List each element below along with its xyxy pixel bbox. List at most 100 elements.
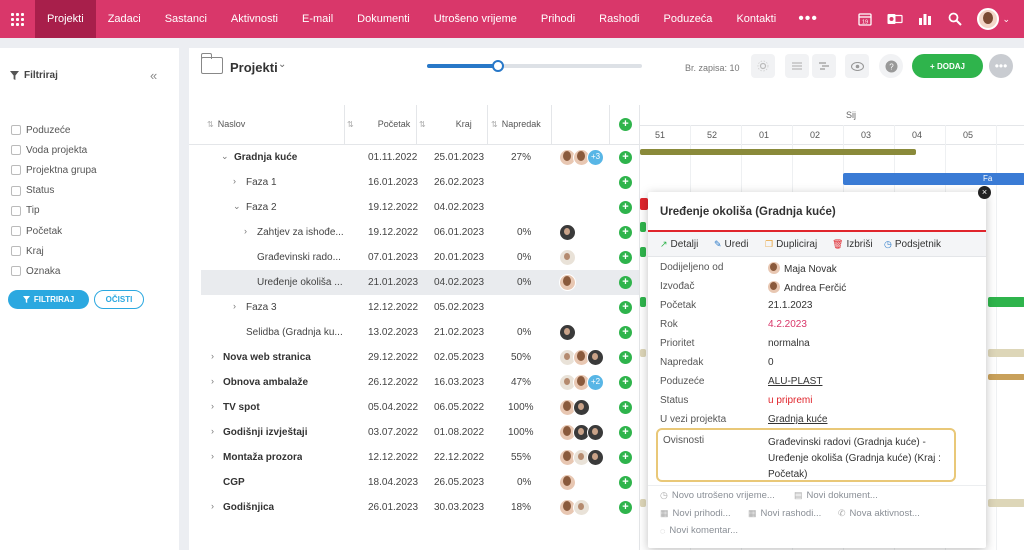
new-comment-button[interactable]: ◌ Novi komentar... — [660, 525, 738, 536]
table-row[interactable]: › Zahtjev za ishođe... 19.12.2022 06.01.… — [201, 220, 639, 245]
new-expense-button[interactable]: ▦ Novi rashodi... — [748, 508, 821, 519]
filter-tip[interactable]: Tip — [11, 201, 97, 221]
add-row-button[interactable]: + — [619, 226, 632, 239]
project-link[interactable]: Gradnja kuće — [768, 414, 828, 425]
add-row-button[interactable]: + — [619, 326, 632, 339]
nav-prihodi[interactable]: Prihodi — [540, 13, 576, 25]
table-row[interactable]: › Nova web stranica 29.12.2022 02.05.202… — [201, 345, 639, 370]
row-name[interactable]: Gradnja kuće — [234, 152, 298, 163]
chevron-down-icon[interactable]: ⌄ — [1002, 13, 1010, 24]
nav-rashodi[interactable]: Rashodi — [599, 13, 640, 25]
chevron-down-icon[interactable]: ⌄ — [221, 151, 229, 161]
table-row[interactable]: › Obnova ambalaže 26.12.2022 16.03.2023 … — [201, 370, 639, 395]
table-row[interactable]: › TV spot 05.04.2022 06.05.2022 100% + — [201, 395, 639, 420]
new-time-entry-button[interactable]: ◷ Novo utrošeno vrijeme... — [660, 490, 775, 501]
chevron-right-icon[interactable]: › — [211, 376, 214, 386]
table-row[interactable]: CGP 18.04.2023 26.05.2023 0% + — [201, 470, 639, 495]
popup-title[interactable]: Uređenje okoliša (Gradnja kuće) — [660, 206, 836, 218]
nav-projekti[interactable]: Projekti — [35, 0, 96, 38]
new-document-button[interactable]: ▤ Novi dokument... — [794, 490, 878, 501]
table-row[interactable]: › Godišnji izvještaji 03.07.2022 01.08.2… — [201, 420, 639, 445]
duplicate-button[interactable]: ❐ Dupliciraj — [765, 239, 817, 250]
checkbox[interactable] — [11, 266, 21, 277]
user-menu[interactable]: ⌄ — [977, 8, 1010, 30]
checkbox[interactable] — [11, 125, 21, 136]
gantt-bar-faza-2[interactable] — [640, 198, 648, 210]
nav-utroseno-vrijeme[interactable]: Utrošeno vrijeme — [433, 13, 517, 25]
filter-voda-projekta[interactable]: Voda projekta — [11, 140, 97, 160]
filter-projektna-grupa[interactable]: Projektna grupa — [11, 160, 97, 180]
search-icon[interactable] — [947, 11, 963, 27]
gantt-bar-nova-web-end[interactable] — [988, 349, 1024, 357]
checkbox[interactable] — [11, 145, 21, 156]
nav-email[interactable]: E-mail — [302, 13, 334, 25]
nav-more-button[interactable]: ••• — [798, 10, 818, 27]
filter-pocetak[interactable]: Početak — [11, 221, 97, 241]
row-name[interactable]: Faza 2 — [246, 202, 277, 213]
column-header-napredak[interactable]: ⇅ Napredak — [491, 119, 541, 129]
add-button[interactable]: + DODAJ — [912, 54, 983, 78]
calendar-icon[interactable]: 19 — [857, 11, 873, 27]
dependencies-value[interactable]: Građevinski radovi (Gradnja kuće) - Uređ… — [768, 437, 941, 480]
chevron-right-icon[interactable]: › — [211, 426, 214, 436]
more-options-button[interactable]: ••• — [989, 54, 1013, 78]
column-header-kraj[interactable]: ⇅ Kraj — [419, 119, 472, 129]
add-row-button[interactable]: + — [619, 301, 632, 314]
row-name[interactable]: Godišnji izvještaji — [223, 427, 308, 438]
collapse-sidebar-icon[interactable]: « — [150, 68, 158, 83]
zoom-slider-handle[interactable] — [492, 60, 504, 72]
eye-icon[interactable] — [845, 54, 869, 78]
add-row-button[interactable]: + — [619, 151, 632, 164]
table-row[interactable]: Selidba (Gradnja ku... 13.02.2023 21.02.… — [201, 320, 639, 345]
chevron-down-icon[interactable]: ⌄ — [278, 59, 287, 70]
gantt-bar-cgp[interactable] — [640, 499, 646, 507]
close-icon[interactable]: × — [978, 186, 991, 199]
outlook-sync-icon[interactable] — [887, 11, 904, 27]
table-row[interactable]: › Faza 3 12.12.2022 05.02.2023 + — [201, 295, 639, 320]
new-activity-button[interactable]: ✆ Nova aktivnost... — [838, 508, 920, 519]
row-name[interactable]: Građevinski rado... — [257, 252, 341, 263]
table-row[interactable]: › Godišnjica 26.01.2023 30.03.2023 18% + — [201, 495, 639, 520]
add-row-button[interactable]: + — [619, 376, 632, 389]
chevron-right-icon[interactable]: › — [233, 301, 236, 311]
list-view-icon[interactable] — [785, 54, 809, 78]
add-row-button[interactable]: + — [619, 476, 632, 489]
gantt-bar-faza-3-end[interactable] — [988, 297, 1024, 307]
row-name[interactable]: Zahtjev za ishođe... — [257, 227, 344, 238]
edit-button[interactable]: ✎ Uredi — [714, 239, 748, 250]
add-row-button[interactable]: + — [619, 426, 632, 439]
row-name[interactable]: TV spot — [223, 402, 260, 413]
nav-aktivnosti[interactable]: Aktivnosti — [230, 13, 278, 25]
add-row-button[interactable]: + — [619, 401, 632, 414]
add-row-button[interactable]: + — [619, 276, 632, 289]
details-button[interactable]: ↗ Detalji — [660, 239, 698, 250]
row-name[interactable]: Nova web stranica — [223, 352, 311, 363]
chevron-right-icon[interactable]: › — [211, 351, 214, 361]
column-header-pocetak[interactable]: ⇅ Početak — [347, 119, 410, 129]
row-name[interactable]: Faza 1 — [246, 177, 277, 188]
row-name[interactable]: Selidba (Gradnja ku... — [246, 327, 343, 338]
filter-status[interactable]: Status — [11, 181, 97, 201]
table-row[interactable]: ⌄ Gradnja kuće 01.11.2022 25.01.2023 27%… — [201, 145, 639, 170]
table-row[interactable]: › Montaža prozora 12.12.2022 22.12.2022 … — [201, 445, 639, 470]
user-avatar[interactable] — [977, 8, 1000, 30]
nav-kontakti[interactable]: Kontakti — [736, 13, 777, 25]
chevron-down-icon[interactable]: ⌄ — [233, 201, 241, 211]
chevron-right-icon[interactable]: › — [211, 401, 214, 411]
row-name[interactable]: Obnova ambalaže — [223, 377, 309, 388]
row-name[interactable]: CGP — [223, 477, 245, 488]
add-row-button[interactable]: + — [619, 451, 632, 464]
gantt-bar-zahtjev[interactable] — [640, 222, 646, 232]
delete-button[interactable]: 🗑 Izbriši — [832, 239, 873, 250]
checkbox[interactable] — [11, 185, 21, 196]
page-title[interactable]: Projekti — [230, 60, 278, 75]
zoom-slider[interactable] — [427, 60, 642, 72]
gantt-bar-gradnja-kuce[interactable] — [640, 149, 916, 155]
nav-poduzeca[interactable]: Poduzeća — [663, 13, 713, 25]
chevron-right-icon[interactable]: › — [211, 501, 214, 511]
settings-sun-icon[interactable] — [751, 54, 775, 78]
table-row-selected[interactable]: Uređenje okoliša ... 21.01.2023 04.02.20… — [201, 270, 639, 295]
nav-dokumenti[interactable]: Dokumenti — [357, 13, 410, 25]
more-members-badge[interactable]: +3 — [587, 149, 604, 166]
table-row[interactable]: Građevinski rado... 07.01.2023 20.01.202… — [201, 245, 639, 270]
